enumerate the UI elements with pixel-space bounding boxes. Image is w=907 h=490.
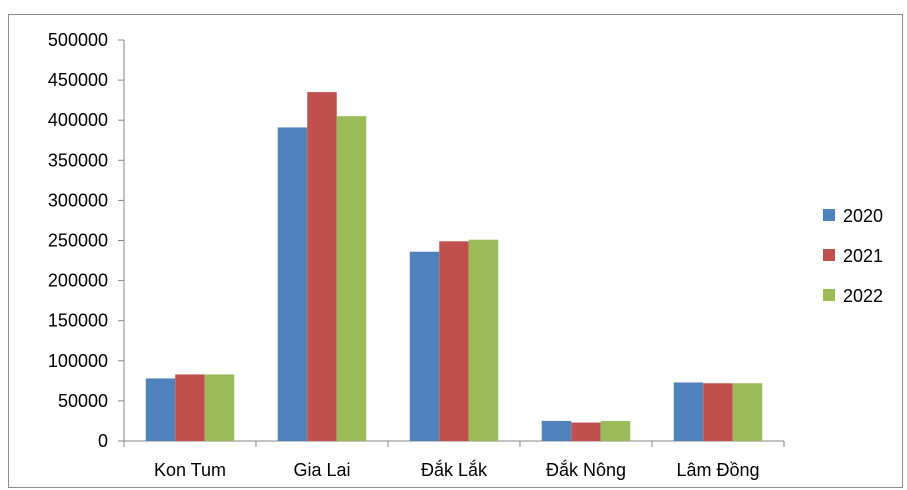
bar-2020 [277, 127, 308, 441]
x-tick-label: Gia Lai [293, 460, 350, 480]
x-tick-label: Đắk Nông [546, 459, 626, 480]
y-tick-label: 300000 [48, 190, 108, 210]
bar-2020 [409, 251, 440, 441]
bar-2022 [204, 374, 235, 441]
legend-swatch [823, 249, 835, 261]
legend-label: 2022 [843, 286, 883, 306]
bar-2022 [336, 116, 367, 441]
legend: 2020 2021 2022 [823, 206, 883, 306]
x-tick-label: Đắk Lắk [421, 459, 488, 480]
bar-2021 [571, 422, 601, 441]
bar-2022 [600, 420, 631, 441]
bar-2021 [439, 241, 469, 441]
y-tick-label: 250000 [48, 231, 108, 251]
legend-swatch [823, 209, 835, 221]
bar-2021 [703, 383, 733, 441]
bar-2021 [307, 92, 337, 441]
y-tick-label: 150000 [48, 311, 108, 331]
bar-2022 [468, 239, 499, 441]
x-axis: Kon Tum Gia Lai Đắk Lắk Đắk Nông Lâm Đồng [123, 440, 785, 480]
bar-2020 [541, 420, 572, 441]
bars [145, 92, 763, 441]
y-tick-label: 500000 [48, 30, 108, 50]
legend-swatch [823, 289, 835, 301]
y-tick-label: 100000 [48, 351, 108, 371]
legend-label: 2020 [843, 206, 883, 226]
bar-2021 [175, 374, 205, 441]
x-tick-label: Kon Tum [154, 460, 226, 480]
y-tick-label: 450000 [48, 70, 108, 90]
x-tick-label: Lâm Đồng [676, 460, 759, 480]
legend-label: 2021 [843, 246, 883, 266]
bar-2020 [673, 382, 704, 441]
bar-2022 [732, 383, 763, 441]
bar-2020 [145, 378, 176, 441]
y-tick-label: 200000 [48, 271, 108, 291]
y-tick-label: 350000 [48, 150, 108, 170]
y-axis: 0 50000 100000 150000 200000 250000 300000 3500… [48, 30, 125, 451]
y-tick-label: 400000 [48, 110, 108, 130]
y-tick-label: 50000 [58, 391, 108, 411]
y-tick-label: 0 [98, 431, 108, 451]
